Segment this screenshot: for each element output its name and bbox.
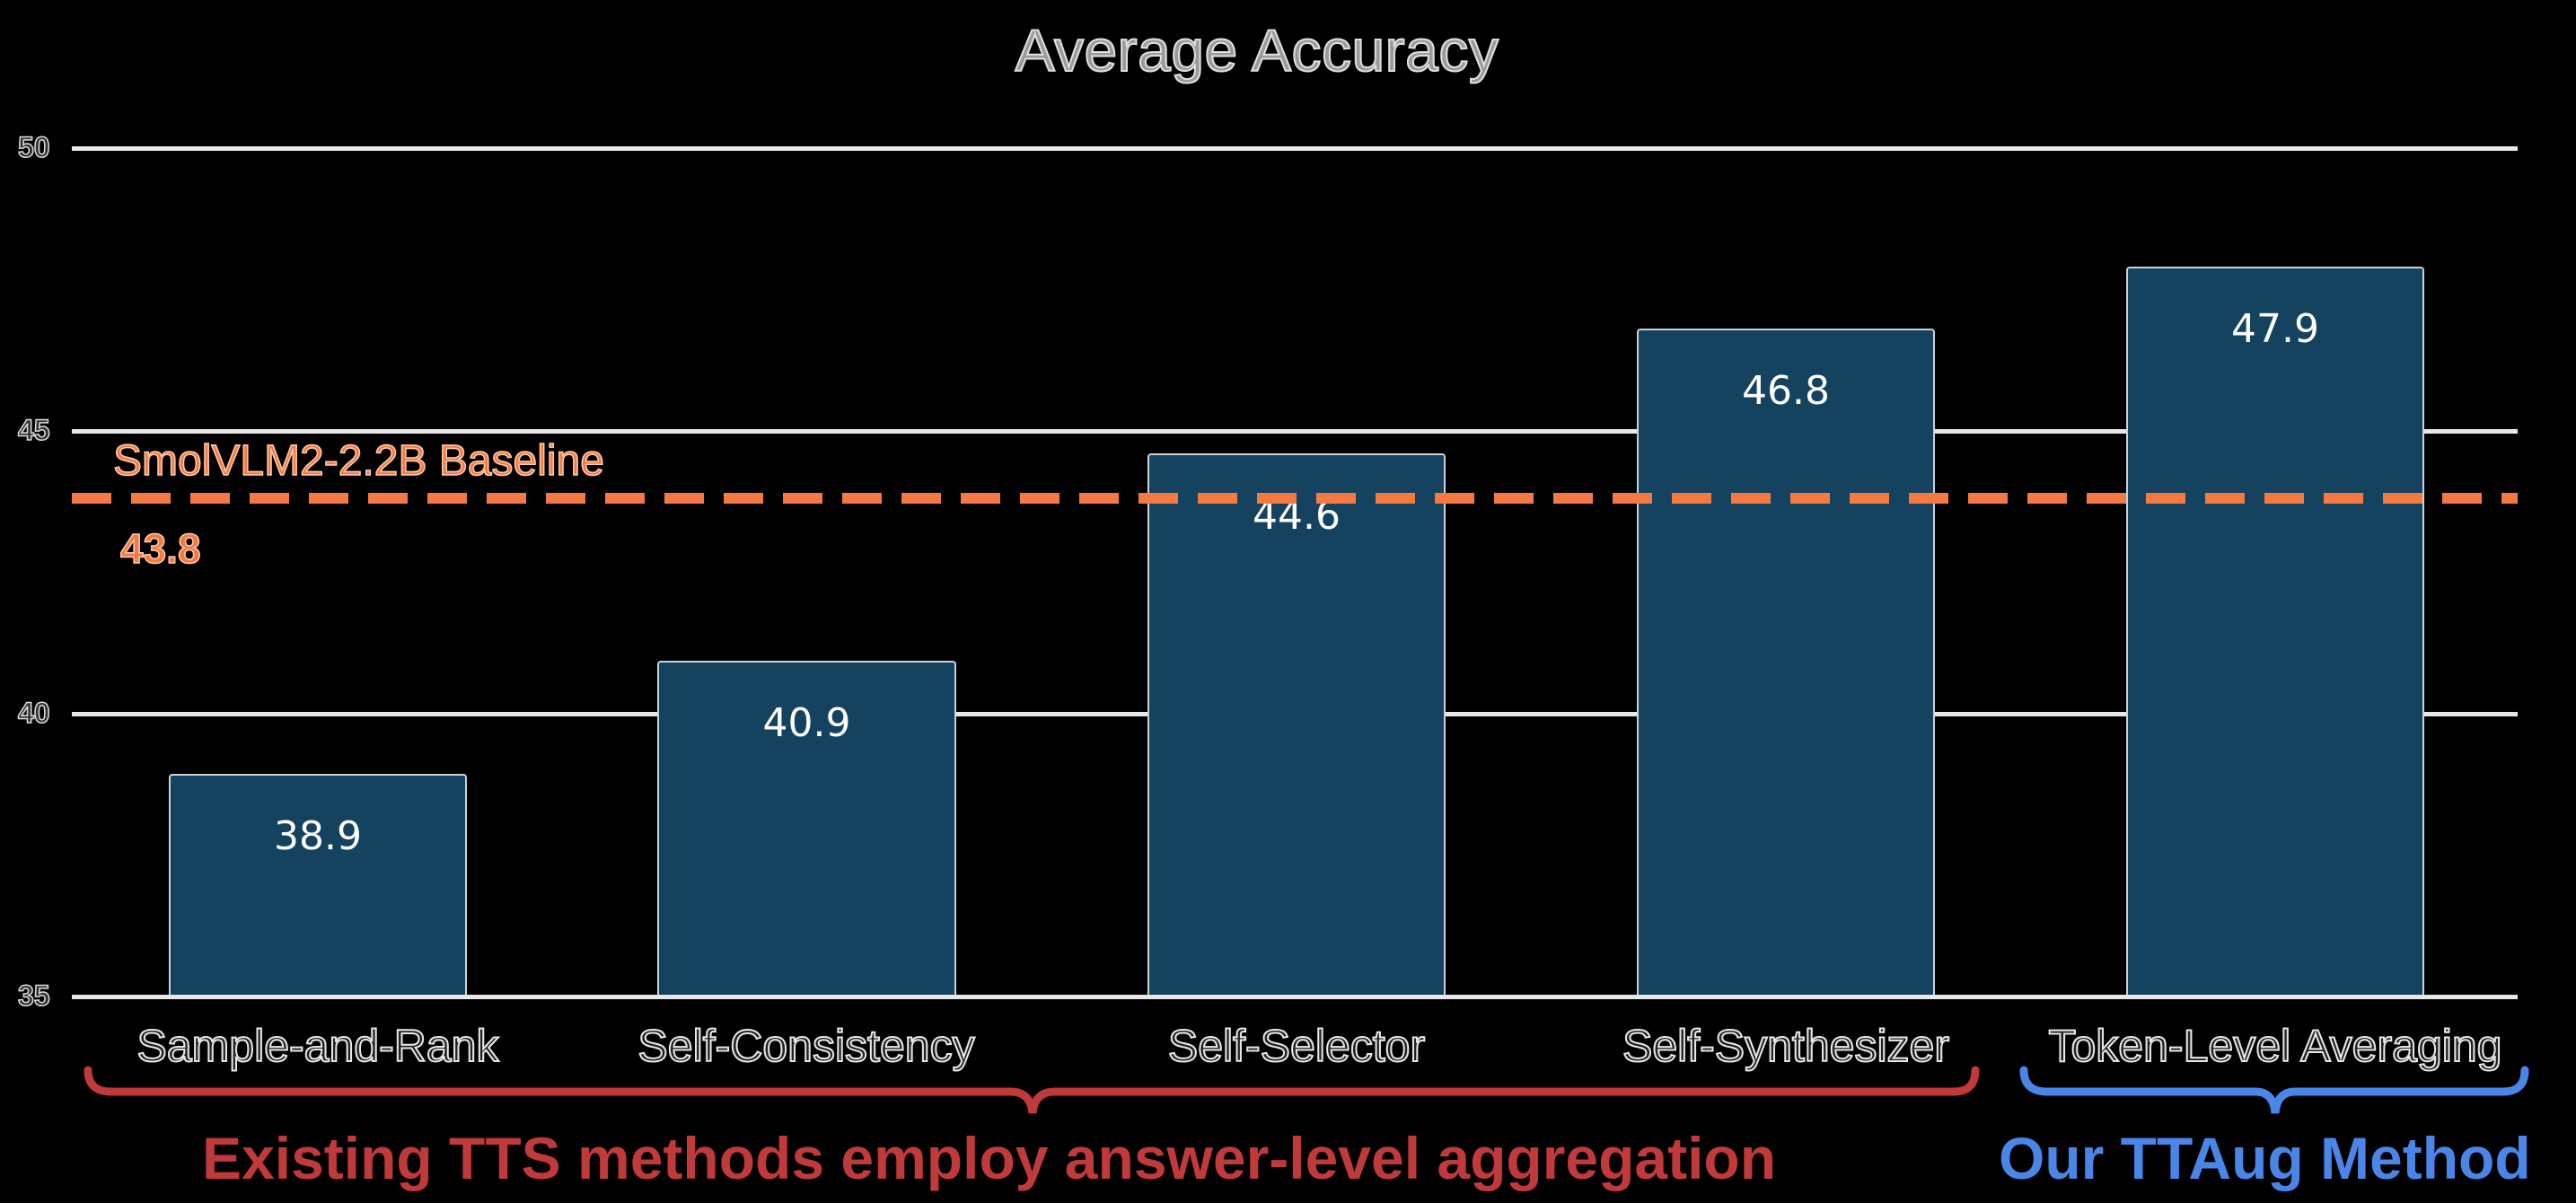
y-tick-35: 35 [17,979,50,1013]
gridline-45 [72,429,2518,434]
group-label-existing-methods: Existing TTS methods employ answer-level… [202,1125,1777,1191]
x-label-self-selector: Self-Selector [1167,1020,1426,1072]
baseline-reference-line [72,493,2518,504]
baseline-value: 43.8 [119,524,201,573]
blue-brace-icon [2019,1066,2529,1114]
y-tick-50: 50 [17,130,50,164]
x-label-token-level-averaging: Token-Level Averaging [2048,1020,2503,1072]
x-label-self-synthesizer: Self-Synthesizer [1622,1020,1950,1072]
y-tick-40: 40 [17,696,50,730]
x-label-sample-and-rank: Sample-and-Rank [136,1020,500,1072]
bar-sample-and-rank: 38.9 [169,774,467,997]
chart-title: Average Accuracy [1015,16,1499,84]
gridline-35 [72,995,2518,999]
bar-self-selector: 44.6 [1147,453,1446,997]
group-label-our-method: Our TTAug Method [1999,1125,2531,1191]
bar-token-level-averaging: 47.9 [2126,267,2424,997]
y-tick-45: 45 [17,413,50,447]
bar-value-label: 47.9 [2231,306,2319,352]
bar-value-label: 40.9 [762,700,851,746]
x-label-self-consistency: Self-Consistency [637,1020,975,1072]
bar-value-label: 46.8 [1742,368,1830,414]
bar-self-synthesizer: 46.8 [1637,329,1935,997]
red-brace-icon [84,1066,1980,1114]
bar-value-label: 38.9 [274,813,362,859]
gridline-50 [72,146,2518,151]
bar-self-consistency: 40.9 [657,661,956,997]
baseline-label: SmolVLM2-2.2B Baseline [112,436,604,486]
